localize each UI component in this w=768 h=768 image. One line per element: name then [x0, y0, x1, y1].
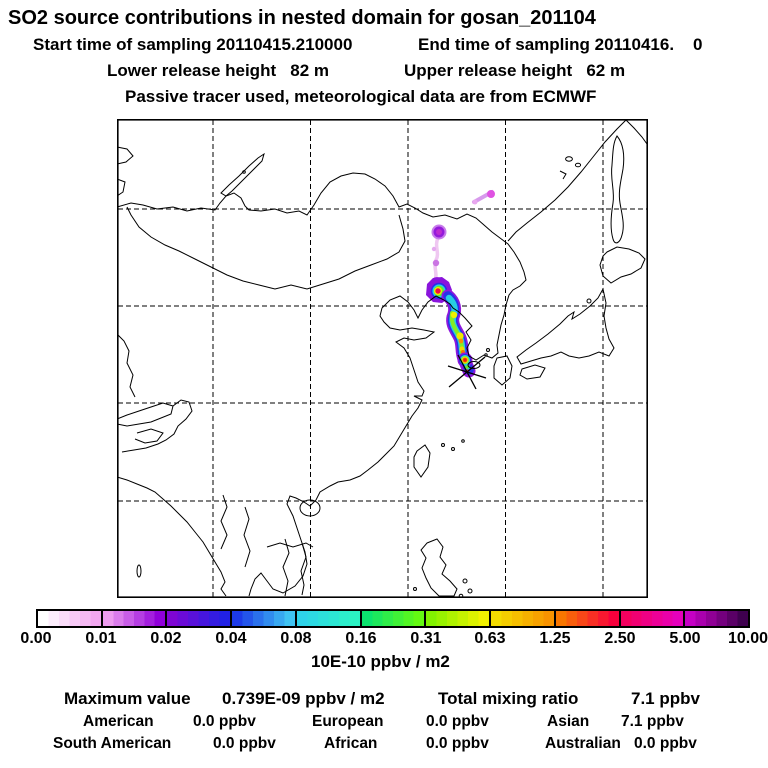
- region-american-value: 0.0 ppbv: [193, 713, 256, 730]
- region-south-american-label: South American: [53, 735, 172, 752]
- luzon-island: [420, 538, 458, 597]
- colorbar-tick-label: 10.00: [727, 630, 768, 647]
- mongolia-border: [126, 206, 406, 290]
- total-ratio-value: 7.1 ppbv: [631, 689, 700, 708]
- region-african-value: 0.0 ppbv: [426, 735, 489, 752]
- region-american-label: American: [83, 713, 154, 730]
- colorbar-segment: [618, 611, 684, 626]
- colorbar-tick-label: 5.00: [669, 630, 701, 647]
- colorbar-tick-label: 0.31: [410, 630, 442, 647]
- start-time-text: Start time of sampling 20110415.210000: [33, 35, 353, 54]
- coastlines: [116, 119, 648, 599]
- colorbar-segment: [38, 611, 101, 626]
- tracer-note-text: Passive tracer used, meteorological data…: [125, 87, 597, 106]
- kyushu-island: [493, 355, 513, 386]
- bengal-coast: [116, 476, 227, 597]
- region-asian-label: Asian: [547, 713, 590, 730]
- colorbar: [36, 609, 750, 628]
- region-australian-label: Australian: [545, 735, 621, 752]
- colorbar-tick-label: 1.25: [539, 630, 571, 647]
- colorbar-segment: [424, 611, 490, 626]
- colorbar-segment: [553, 611, 619, 626]
- region-european-label: European: [312, 713, 384, 730]
- region-south-american-value: 0.0 ppbv: [213, 735, 276, 752]
- receptor-star-marker: [447, 354, 487, 390]
- indochina-border: [266, 542, 314, 548]
- map-panel: [116, 119, 649, 599]
- honshu-island: [516, 287, 615, 365]
- plume-pink-dot: [487, 190, 495, 198]
- himalaya-border: [116, 402, 174, 427]
- total-ratio-label: Total mixing ratio: [438, 689, 579, 708]
- colorbar-tick-label: 0.16: [345, 630, 377, 647]
- plume-hotspot: [463, 358, 467, 362]
- colorbar-segment: [683, 611, 749, 626]
- colorbar-tick-label: 0.04: [215, 630, 247, 647]
- map-border: [117, 119, 649, 598]
- colorbar-tick-label: 0.00: [20, 630, 52, 647]
- hainan-island: [299, 499, 321, 517]
- mainland-coast: [116, 172, 527, 597]
- colorbar-segment: [489, 611, 554, 626]
- colorbar-tick-label: 2.50: [604, 630, 636, 647]
- end-time-text: End time of sampling 20110416. 0: [418, 35, 703, 54]
- region-australian-value: 0.0 ppbv: [634, 735, 697, 752]
- colorbar-segment: [100, 611, 166, 626]
- colorbar-segment: [230, 611, 295, 626]
- page-title: SO2 source contributions in nested domai…: [8, 7, 596, 29]
- hokkaido-island: [599, 246, 646, 284]
- upper-release-text: Upper release height 62 m: [404, 61, 626, 80]
- max-value-label: Maximum value: [64, 689, 191, 708]
- region-asian-value: 7.1 ppbv: [621, 713, 684, 730]
- colorbar-tick-label: 0.02: [150, 630, 182, 647]
- lower-release-text: Lower release height 82 m: [107, 61, 330, 80]
- shikoku-island: [519, 364, 546, 380]
- map-canvas: [116, 119, 649, 599]
- lake-baikal: [220, 152, 265, 197]
- taiwan-island: [413, 444, 431, 478]
- colorbar-segment: [165, 611, 231, 626]
- colorbar-tick-label: 0.08: [280, 630, 312, 647]
- colorbar-tick-label: 0.63: [474, 630, 506, 647]
- colorbar-segment: [359, 611, 425, 626]
- sakhalin-island: [610, 135, 625, 244]
- graticule: [118, 120, 647, 597]
- max-value-number: 0.739E-09 ppbv / m2: [222, 689, 385, 708]
- okhotsk-coast: [507, 119, 627, 242]
- jeju-island: [467, 361, 481, 369]
- region-european-value: 0.0 ppbv: [426, 713, 489, 730]
- colorbar-unit-label: 10E-10 ppbv / m2: [311, 652, 450, 671]
- region-african-label: African: [324, 735, 378, 752]
- colorbar-tick-label: 0.01: [85, 630, 117, 647]
- colorbar-segment: [294, 611, 360, 626]
